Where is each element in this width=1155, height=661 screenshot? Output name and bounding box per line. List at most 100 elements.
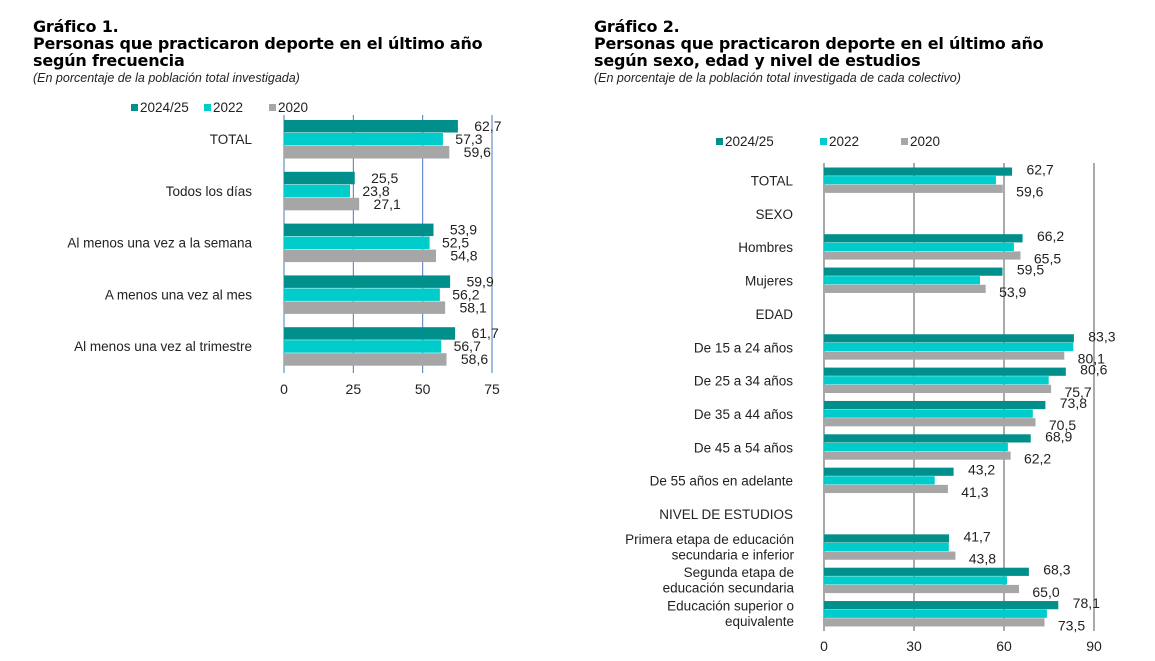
chart2-number: Gráfico 2. xyxy=(594,17,680,36)
chart2-bar xyxy=(824,251,1021,260)
chart2-category-label-line2: educación secundaria xyxy=(663,581,795,596)
chart2-data-label: 62,7 xyxy=(1026,162,1053,178)
chart1-data-label: 58,6 xyxy=(461,351,488,367)
chart2-legend-label-2: 2020 xyxy=(910,134,940,149)
chart1-bar xyxy=(284,223,434,237)
chart2-data-label: 59,5 xyxy=(1017,262,1044,278)
chart2-data-label: 68,9 xyxy=(1045,428,1072,444)
chart2-bar xyxy=(824,442,1008,452)
chart1-title-line1: Personas que practicaron deporte en el ú… xyxy=(33,34,483,53)
chart2-data-label: 80,6 xyxy=(1080,362,1107,378)
chart1-data-label: 27,1 xyxy=(374,196,401,212)
chart1-legend-swatch-1 xyxy=(204,104,211,111)
chart2-data-label: 62,2 xyxy=(1024,451,1051,467)
chart1-data-label: 53,9 xyxy=(450,222,477,238)
chart2-section-header: SEXO xyxy=(755,207,793,222)
chart2-bar xyxy=(824,576,1007,585)
chart2-data-label: 59,6 xyxy=(1016,184,1043,200)
chart2-legend-label-0: 2024/25 xyxy=(725,134,774,149)
chart1-bar xyxy=(284,353,447,366)
chart2-legend-swatch-0 xyxy=(716,138,723,145)
chart1-data-label: 52,5 xyxy=(442,235,469,251)
chart2-bar xyxy=(824,184,1003,193)
chart1-legend-label-0: 2024/25 xyxy=(140,100,189,115)
chart2-bar xyxy=(824,434,1031,443)
chart2-category-label: De 25 a 34 años xyxy=(694,374,793,389)
chart2-section-header: EDAD xyxy=(755,307,793,322)
chart2-data-label: 41,3 xyxy=(961,484,988,500)
chart1-data-label: 59,9 xyxy=(466,273,493,289)
chart2-bar xyxy=(824,467,954,476)
chart2-bar xyxy=(824,176,996,185)
chart2-data-label: 83,3 xyxy=(1088,328,1115,344)
chart1-category-label: TOTAL xyxy=(210,132,253,147)
chart2-title-block: Gráfico 2. Personas que practicaron depo… xyxy=(594,17,1044,86)
chart2-bar xyxy=(824,484,948,494)
chart2-bar xyxy=(824,551,956,560)
chart2-bar xyxy=(824,476,935,485)
chart1-bar xyxy=(284,120,458,133)
chart2-bar xyxy=(824,542,949,552)
chart2-category-label: De 45 a 54 años xyxy=(694,440,793,455)
chart2-bar xyxy=(824,242,1014,251)
chart2-title-line1: Personas que practicaron deporte en el ú… xyxy=(594,34,1044,53)
chart1-data-label: 61,7 xyxy=(471,325,498,341)
chart2-bar xyxy=(824,276,980,285)
chart2-bar xyxy=(824,367,1066,376)
chart1-category-label: Todos los días xyxy=(166,184,253,199)
chart1-category-label: A menos una vez al mes xyxy=(105,287,252,302)
chart2-data-label: 65,5 xyxy=(1034,250,1061,266)
chart2-data-label: 65,0 xyxy=(1032,584,1059,600)
chart1-data-label: 56,7 xyxy=(454,338,481,354)
chart1-data-label: 54,8 xyxy=(450,248,477,264)
chart2-x-tick-label: 60 xyxy=(996,638,1012,654)
chart1-x-tick-label: 50 xyxy=(415,381,431,397)
chart2-category-label-line2: equivalente xyxy=(725,614,794,629)
chart1-data-label: 57,3 xyxy=(455,131,482,147)
chart2-category-label-line2: secundaria e inferior xyxy=(672,547,795,562)
chart2-bar xyxy=(824,284,986,293)
chart1-legend-label-2: 2020 xyxy=(278,100,308,115)
chart2-bar xyxy=(824,534,950,543)
chart2-bar xyxy=(824,451,1011,460)
chart1-bar xyxy=(284,184,351,198)
chart1-bar xyxy=(284,327,456,340)
chart2-category-label: De 15 a 24 años xyxy=(694,340,793,355)
chart2-category-label: TOTAL xyxy=(751,174,794,189)
chart2-bar xyxy=(824,334,1074,343)
chart1-category-label: Al menos una vez a la semana xyxy=(67,236,252,251)
chart2-bar xyxy=(824,418,1036,427)
chart2-legend-label-1: 2022 xyxy=(829,134,859,149)
chart2-category-label-line1: Segunda etapa de xyxy=(684,565,794,580)
chart2-section-header: NIVEL DE ESTUDIOS xyxy=(659,507,793,522)
chart1-x-tick-label: 75 xyxy=(484,381,500,397)
chart1-subtitle: (En porcentaje de la población total inv… xyxy=(33,71,300,85)
chart2-bar xyxy=(824,618,1045,627)
chart2-x-tick-label: 90 xyxy=(1086,638,1102,654)
chart2-legend-swatch-1 xyxy=(820,138,827,145)
chart2-data-label: 68,3 xyxy=(1043,562,1070,578)
chart1-data-label: 23,8 xyxy=(362,183,389,199)
chart2-category-label: De 55 años en adelante xyxy=(650,474,793,489)
chart1-bar xyxy=(284,171,355,185)
chart2-data-label: 78,1 xyxy=(1073,595,1100,611)
chart1-x-tick-label: 25 xyxy=(346,381,362,397)
chart1-data-label: 56,2 xyxy=(452,286,479,302)
chart1-legend-swatch-0 xyxy=(131,104,138,111)
chart2-x-tick-label: 30 xyxy=(906,638,922,654)
chart2-bar xyxy=(824,601,1059,610)
chart1-bar xyxy=(284,301,446,314)
chart1-data-label: 58,1 xyxy=(460,299,487,315)
chart1-legend-label-1: 2022 xyxy=(213,100,243,115)
chart2-data-label: 80,1 xyxy=(1078,350,1105,366)
chart1-category-label: Al menos una vez al trimestre xyxy=(74,339,252,354)
chart2-x-tick-label: 0 xyxy=(820,638,828,654)
chart1-data-label: 25,5 xyxy=(371,170,398,186)
chart2-data-label: 73,8 xyxy=(1060,395,1087,411)
chart2-bar xyxy=(824,584,1019,594)
chart1-bar xyxy=(284,288,440,301)
chart1-bar xyxy=(284,275,451,288)
chart2-bar xyxy=(824,400,1046,410)
chart2-bar xyxy=(824,409,1033,418)
